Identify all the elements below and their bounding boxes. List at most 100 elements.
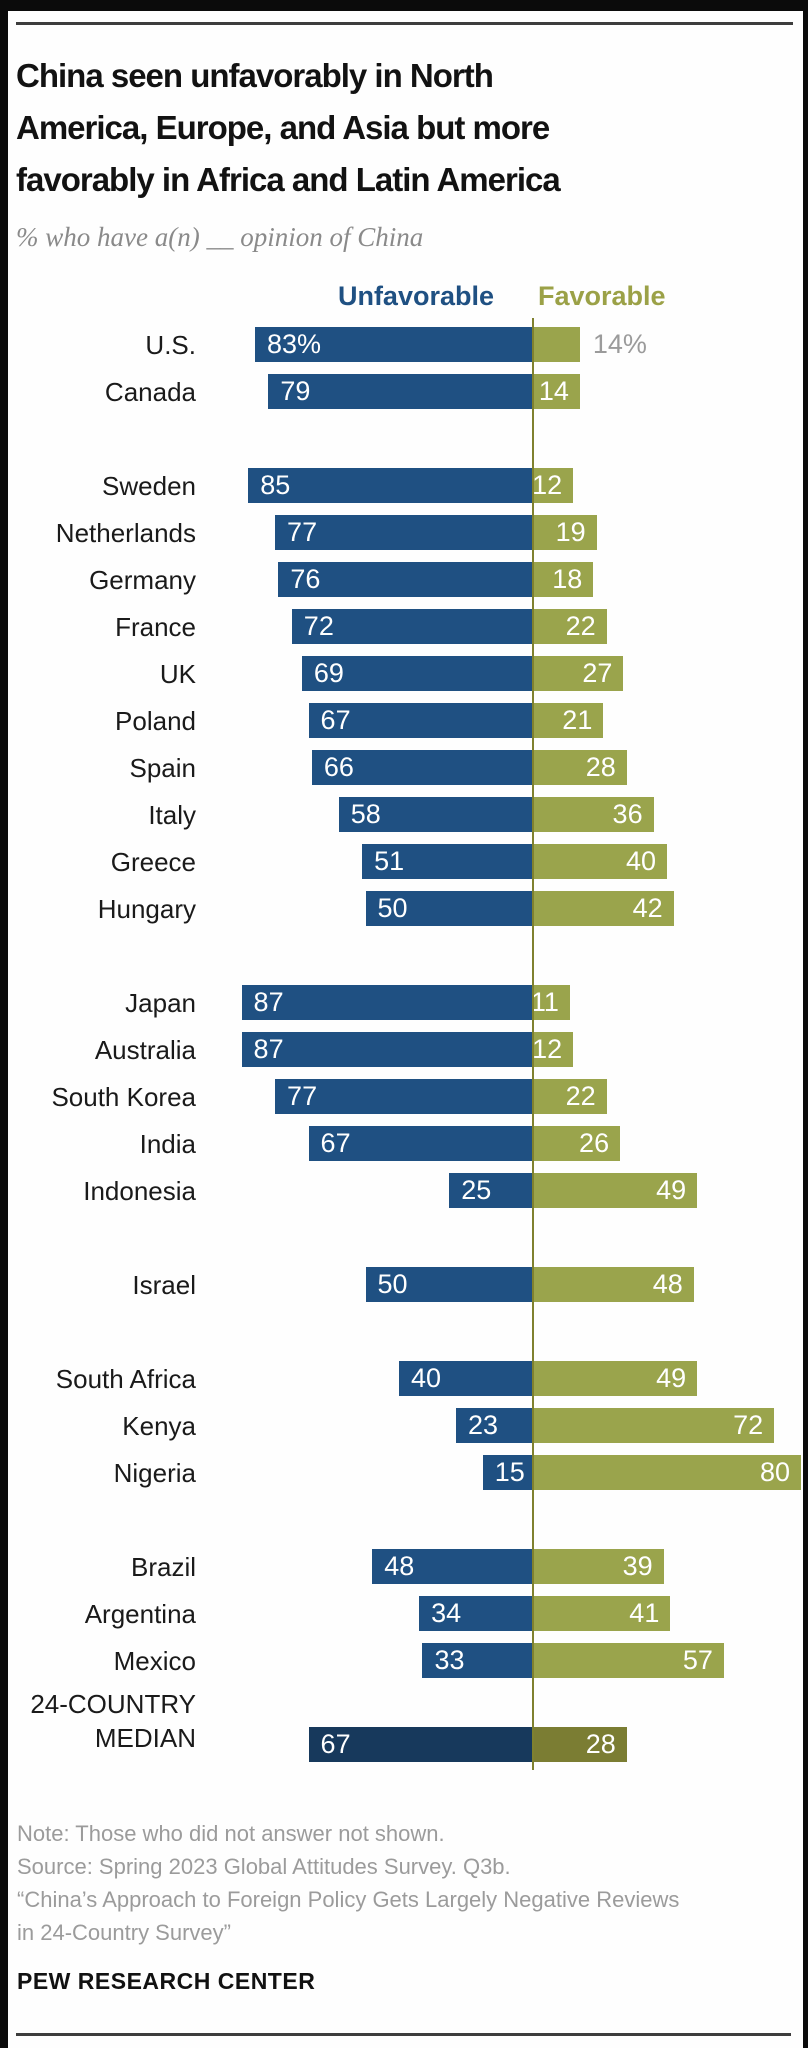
favorable-value: 19 <box>556 515 586 550</box>
unfavorable-value: 67 <box>321 703 351 738</box>
favorable-bar: 14 <box>533 374 580 409</box>
favorable-value: 40 <box>626 844 656 879</box>
favorable-value: 49 <box>656 1361 686 1396</box>
favorable-bar: 80 <box>533 1455 801 1490</box>
unfavorable-bar: 48 <box>372 1549 533 1584</box>
unfavorable-value: 87 <box>254 985 284 1020</box>
unfavorable-value: 69 <box>314 656 344 691</box>
favorable-bar: 19 <box>533 515 597 550</box>
favorable-value: 22 <box>566 609 596 644</box>
country-label: South Africa <box>0 1361 196 1396</box>
unfavorable-value: 40 <box>411 1361 441 1396</box>
pew-chart-card: China seen unfavorably in North America,… <box>0 0 808 2048</box>
country-label: Poland <box>0 703 196 738</box>
pew-research-center-logo: PEW RESEARCH CENTER <box>17 1968 315 1995</box>
favorable-bar: 42 <box>533 891 674 926</box>
unfavorable-bar: 23 <box>456 1408 533 1443</box>
country-label: Nigeria <box>0 1455 196 1490</box>
unfavorable-value: 48 <box>384 1549 414 1584</box>
country-label: Israel <box>0 1267 196 1302</box>
country-label: Spain <box>0 750 196 785</box>
country-label: Australia <box>0 1032 196 1067</box>
unfavorable-bar: 77 <box>275 1079 533 1114</box>
footer-note: Note: Those who did not answer not shown… <box>17 1817 792 1949</box>
unfavorable-bar: 79 <box>268 374 533 409</box>
unfavorable-value: 66 <box>324 750 354 785</box>
country-label: France <box>0 609 196 644</box>
favorable-value: 41 <box>629 1596 659 1631</box>
favorable-bar: 27 <box>533 656 623 691</box>
country-label: UK <box>0 656 196 691</box>
favorable-value: 39 <box>623 1549 653 1584</box>
country-label: Mexico <box>0 1643 196 1678</box>
photo-frame-left <box>0 0 8 2048</box>
unfavorable-bar: 40 <box>399 1361 533 1396</box>
unfavorable-bar: 76 <box>278 562 533 597</box>
favorable-bar: 72 <box>533 1408 774 1443</box>
country-label: Indonesia <box>0 1173 196 1208</box>
unfavorable-bar: 33 <box>422 1643 533 1678</box>
favorable-bar: 48 <box>533 1267 694 1302</box>
unfavorable-bar: 25 <box>449 1173 533 1208</box>
favorable-value: 12 <box>532 468 562 503</box>
unfavorable-value: 33 <box>434 1643 464 1678</box>
favorable-bar: 39 <box>533 1549 664 1584</box>
country-label: Greece <box>0 844 196 879</box>
favorable-bar: 49 <box>533 1173 697 1208</box>
unfavorable-value: 83% <box>267 327 321 362</box>
unfavorable-value: 76 <box>290 562 320 597</box>
country-label: Argentina <box>0 1596 196 1631</box>
unfavorable-bar: 58 <box>339 797 533 832</box>
unfavorable-value: 87 <box>254 1032 284 1067</box>
unfavorable-bar: 51 <box>362 844 533 879</box>
country-label: Sweden <box>0 468 196 503</box>
favorable-value: 48 <box>653 1267 683 1302</box>
favorable-value: 72 <box>733 1408 763 1443</box>
unfavorable-value: 72 <box>304 609 334 644</box>
favorable-value: 14 <box>539 374 569 409</box>
favorable-value: 14% <box>593 327 647 362</box>
unfavorable-bar: 67 <box>309 1727 533 1762</box>
favorable-value: 36 <box>613 797 643 832</box>
unfavorable-value: 15 <box>495 1455 525 1490</box>
country-label: U.S. <box>0 327 196 362</box>
favorable-bar: 26 <box>533 1126 620 1161</box>
axis-zero-line <box>532 318 534 1770</box>
unfavorable-bar: 34 <box>419 1596 533 1631</box>
favorable-bar: 28 <box>533 1727 627 1762</box>
favorable-bar: 12 <box>533 468 573 503</box>
unfavorable-bar: 72 <box>292 609 533 644</box>
unfavorable-bar: 85 <box>248 468 533 503</box>
bottom-divider-rule <box>16 2033 791 2036</box>
unfavorable-bar: 83% <box>255 327 533 362</box>
favorable-value: 27 <box>582 656 612 691</box>
unfavorable-bar: 50 <box>366 891 534 926</box>
unfavorable-value: 34 <box>431 1596 461 1631</box>
favorable-bar: 11 <box>533 985 570 1020</box>
country-label: Hungary <box>0 891 196 926</box>
unfavorable-value: 25 <box>461 1173 491 1208</box>
favorable-value: 28 <box>586 750 616 785</box>
favorable-value: 28 <box>586 1727 616 1762</box>
favorable-bar: 49 <box>533 1361 697 1396</box>
unfavorable-bar: 77 <box>275 515 533 550</box>
unfavorable-value: 23 <box>468 1408 498 1443</box>
favorable-bar: 21 <box>533 703 603 738</box>
country-label: Brazil <box>0 1549 196 1584</box>
unfavorable-value: 50 <box>378 1267 408 1302</box>
unfavorable-value: 67 <box>321 1727 351 1762</box>
favorable-bar: 41 <box>533 1596 670 1631</box>
diverging-bar-chart: U.S.83%14%Canada7914Sweden8512Netherland… <box>0 0 808 2048</box>
favorable-bar: 18 <box>533 562 593 597</box>
country-label: Kenya <box>0 1408 196 1443</box>
unfavorable-value: 58 <box>351 797 381 832</box>
country-label: 24-COUNTRY MEDIAN <box>0 1703 196 1738</box>
country-label: Italy <box>0 797 196 832</box>
favorable-value: 21 <box>562 703 592 738</box>
favorable-bar: 28 <box>533 750 627 785</box>
top-divider-rule <box>16 22 793 25</box>
favorable-bar <box>533 327 580 362</box>
favorable-bar: 57 <box>533 1643 724 1678</box>
favorable-bar: 40 <box>533 844 667 879</box>
favorable-bar: 22 <box>533 609 607 644</box>
